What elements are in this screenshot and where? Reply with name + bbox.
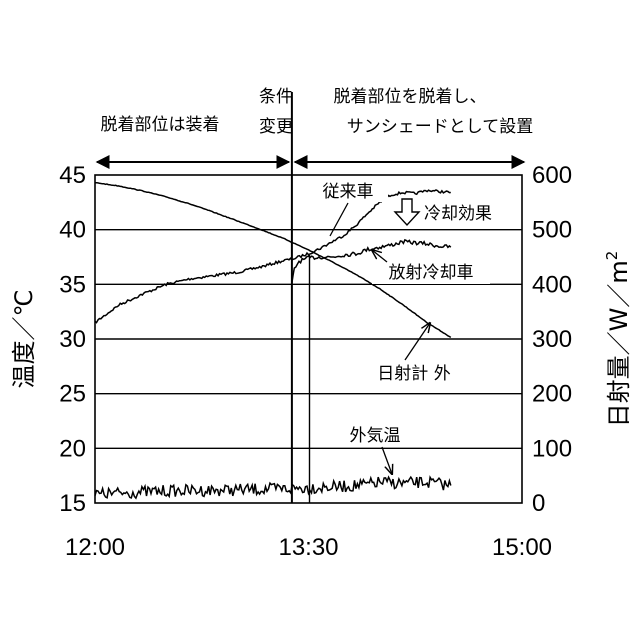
- ambient-label: 外気温: [350, 426, 401, 446]
- right-axis-label: 日射量／W／m2: [603, 251, 633, 428]
- left-tick-label: 25: [59, 381, 86, 408]
- right-tick-label: 200: [532, 381, 572, 408]
- right-tick-label: 100: [532, 435, 572, 462]
- series-line-3: [95, 477, 451, 498]
- conventional-label: 従来車: [323, 182, 374, 202]
- right-tick-label: 500: [532, 217, 572, 244]
- series-line-0: [95, 190, 451, 323]
- right-axis-label-main: 日射量／W／m: [605, 260, 633, 427]
- left-tick-label: 40: [59, 217, 86, 244]
- cooling-effect-label: 冷却効果: [424, 204, 492, 224]
- right-axis-ticks: 0 100 200 300 400 500 600: [532, 162, 572, 517]
- left-tick-label: 15: [59, 490, 86, 517]
- left-tick-label: 30: [59, 326, 86, 353]
- phase2-label-line2: サンシェードとして設置: [347, 117, 534, 137]
- right-tick-label: 400: [532, 271, 572, 298]
- x-axis-ticks: 12:00 13:30 15:00: [65, 534, 552, 561]
- condition-change-label-line2: 変更: [259, 117, 293, 137]
- radiative-label: 放射冷却車: [389, 263, 474, 283]
- phase2-label-line1: 脱着部位を脱着し、: [334, 87, 487, 107]
- x-tick-label: 12:00: [65, 534, 125, 561]
- ambient-pointer: [382, 447, 392, 474]
- left-tick-label: 20: [59, 435, 86, 462]
- right-tick-label: 300: [532, 326, 572, 353]
- phase1-label: 脱着部位は装着: [101, 115, 220, 135]
- right-tick-label: 600: [532, 162, 572, 189]
- left-tick-label: 35: [59, 271, 86, 298]
- solar-pointer: [405, 323, 430, 360]
- left-axis-ticks: 15 20 25 30 35 40 45: [59, 162, 86, 517]
- x-tick-label: 13:30: [278, 534, 338, 561]
- conventional-pointer: [330, 203, 348, 236]
- right-tick-label: 0: [532, 490, 545, 517]
- x-tick-label: 15:00: [492, 534, 552, 561]
- cooling-effect-arrow: [395, 199, 419, 225]
- solar-label: 日射計 外: [377, 364, 450, 384]
- left-axis-label: 温度／℃: [10, 290, 38, 389]
- condition-change-label-line1: 条件: [259, 87, 293, 107]
- left-tick-label: 45: [59, 162, 86, 189]
- right-axis-label-superscript: 2: [603, 251, 621, 261]
